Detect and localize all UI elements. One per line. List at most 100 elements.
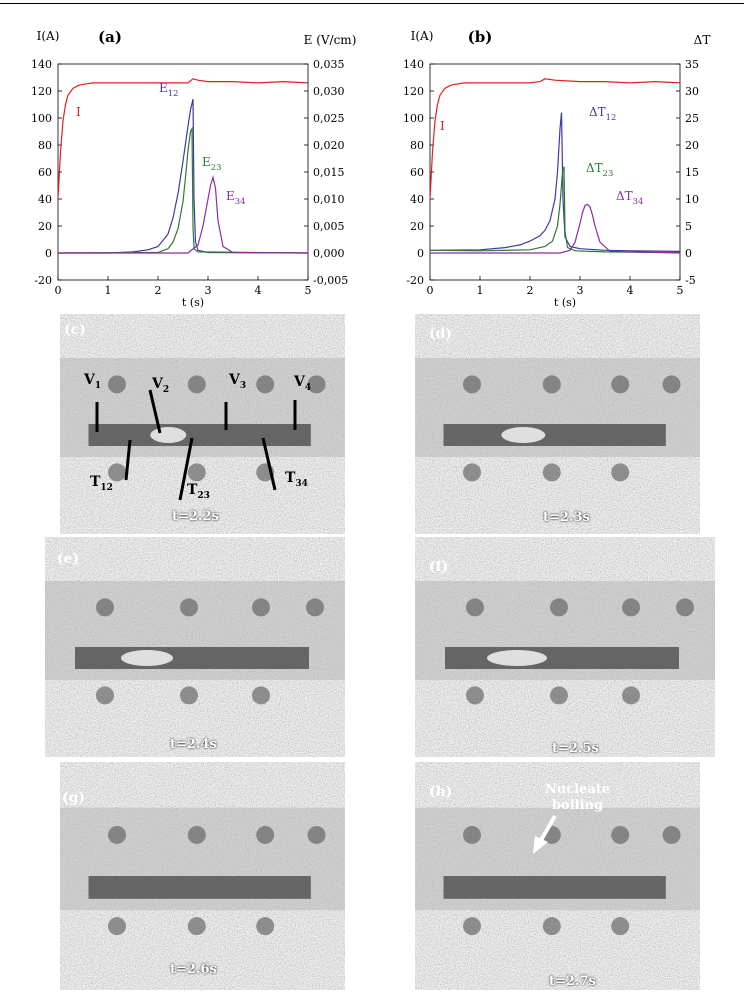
x-tick-label: 4 xyxy=(627,284,634,297)
conductor-tape xyxy=(445,647,679,669)
plot-frame xyxy=(429,63,681,281)
y-tick-label-left: 140 xyxy=(31,58,52,71)
y-tick-label-right: -5 xyxy=(685,274,696,287)
photo-label: (d) xyxy=(429,326,453,342)
pad-mark xyxy=(256,917,275,936)
series-label-1: ΔT12 xyxy=(589,105,616,122)
pad-mark xyxy=(256,375,275,394)
pad-mark xyxy=(187,825,206,844)
pad-mark xyxy=(180,686,198,705)
x-tick-label: 2 xyxy=(155,284,162,297)
left-axis-label: I(A) xyxy=(37,29,60,43)
y-tick-label-left: 60 xyxy=(410,166,424,179)
hot-spot xyxy=(150,427,187,443)
pad-mark xyxy=(550,598,568,617)
probe-t12: T12 xyxy=(90,474,113,493)
y-tick-label-left: -20 xyxy=(406,274,424,287)
pad-mark xyxy=(622,598,640,617)
pad-mark xyxy=(96,598,114,617)
x-axis-label: t (s) xyxy=(182,296,204,309)
pad-mark xyxy=(463,463,481,482)
y-tick-label-right: 20 xyxy=(685,139,699,152)
photo-label: (c) xyxy=(64,322,86,338)
left-axis-label: I(A) xyxy=(411,29,434,43)
conductor-tape xyxy=(443,876,666,899)
y-tick-label-right: 25 xyxy=(685,112,699,125)
y-tick-label-right: 0,000 xyxy=(313,247,345,260)
probe-v4: V4 xyxy=(294,374,312,393)
photo-image xyxy=(60,314,345,534)
y-tick-label-right: 35 xyxy=(685,58,699,71)
photo-panel-h: (h) Nucleate boiling t=2.7s xyxy=(415,762,700,990)
pad-mark xyxy=(542,463,561,482)
probe-v1: V1 xyxy=(84,372,102,391)
photo-image xyxy=(415,537,715,757)
y-tick-label-right: 0,015 xyxy=(313,166,345,179)
x-tick-label: 5 xyxy=(677,284,684,297)
pad-mark xyxy=(307,375,326,394)
photo-panel-c: (c) t=2.2s xyxy=(60,314,345,534)
pad-mark xyxy=(611,463,630,482)
y-tick-label-left: -20 xyxy=(34,274,52,287)
photo-time: t=2.4s xyxy=(170,737,217,752)
photo-image xyxy=(415,314,700,534)
series-label-3: E34 xyxy=(226,189,245,206)
y-tick-label-left: 120 xyxy=(403,85,424,98)
x-tick-label: 5 xyxy=(305,284,312,297)
pad-mark xyxy=(180,598,198,617)
chart-a: -20020406080100120140-0,0050,0000,0050,0… xyxy=(31,28,357,309)
y-tick-label-right: 30 xyxy=(685,85,699,98)
series-line-0 xyxy=(57,78,309,200)
probe-t23: T23 xyxy=(187,482,210,501)
pad-mark xyxy=(463,375,481,394)
y-tick-label-right: 0,020 xyxy=(313,139,345,152)
x-tick-label: 0 xyxy=(55,284,62,297)
panel-label: (a) xyxy=(98,28,122,46)
photo-label: (e) xyxy=(57,551,80,567)
series-line-2 xyxy=(429,166,681,254)
probe-v3: V3 xyxy=(229,372,247,391)
panel-label: (b) xyxy=(468,28,493,46)
page-top-rule xyxy=(0,3,744,4)
x-tick-label: 0 xyxy=(427,284,434,297)
pad-mark xyxy=(542,917,561,936)
series-line-3 xyxy=(430,203,681,254)
y-tick-label-right: 0,010 xyxy=(313,193,345,206)
conductor-tape xyxy=(75,647,309,669)
pad-mark xyxy=(252,598,270,617)
pad-mark xyxy=(108,917,126,936)
pad-mark xyxy=(108,463,126,482)
y-tick-label-left: 100 xyxy=(31,112,52,125)
pad-mark xyxy=(466,598,484,617)
photo-time: t=2.7s xyxy=(549,974,596,989)
series-label-2: ΔT23 xyxy=(586,161,613,178)
pad-mark xyxy=(662,375,681,394)
right-axis-label: E (V/cm) xyxy=(304,33,357,47)
hot-spot xyxy=(487,650,547,666)
y-tick-label-right: 0 xyxy=(685,247,692,260)
x-tick-label: 3 xyxy=(205,284,212,297)
photo-panel-f: (f) t=2.5s xyxy=(415,537,715,757)
y-tick-label-left: 40 xyxy=(38,193,52,206)
y-tick-label-right: 15 xyxy=(685,166,699,179)
photo-panel-d: (d) t=2.3s xyxy=(415,314,700,534)
photo-image xyxy=(45,537,345,757)
y-tick-label-right: 0,005 xyxy=(313,220,345,233)
y-tick-label-left: 20 xyxy=(410,220,424,233)
pad-mark xyxy=(463,917,481,936)
series-label-0: I xyxy=(76,105,81,119)
y-tick-label-left: 0 xyxy=(45,247,52,260)
pad-mark xyxy=(187,375,206,394)
y-tick-label-left: 140 xyxy=(403,58,424,71)
pad-mark xyxy=(307,825,326,844)
photo-time: t=2.5s xyxy=(552,741,599,756)
probe-t34: T34 xyxy=(285,470,308,489)
y-tick-label-left: 40 xyxy=(410,193,424,206)
y-tick-label-left: 20 xyxy=(38,220,52,233)
pad-mark xyxy=(187,917,206,936)
photo-label: (f) xyxy=(429,559,449,575)
pad-mark xyxy=(256,463,275,482)
pad-mark xyxy=(108,375,126,394)
y-tick-label-right: 10 xyxy=(685,193,699,206)
